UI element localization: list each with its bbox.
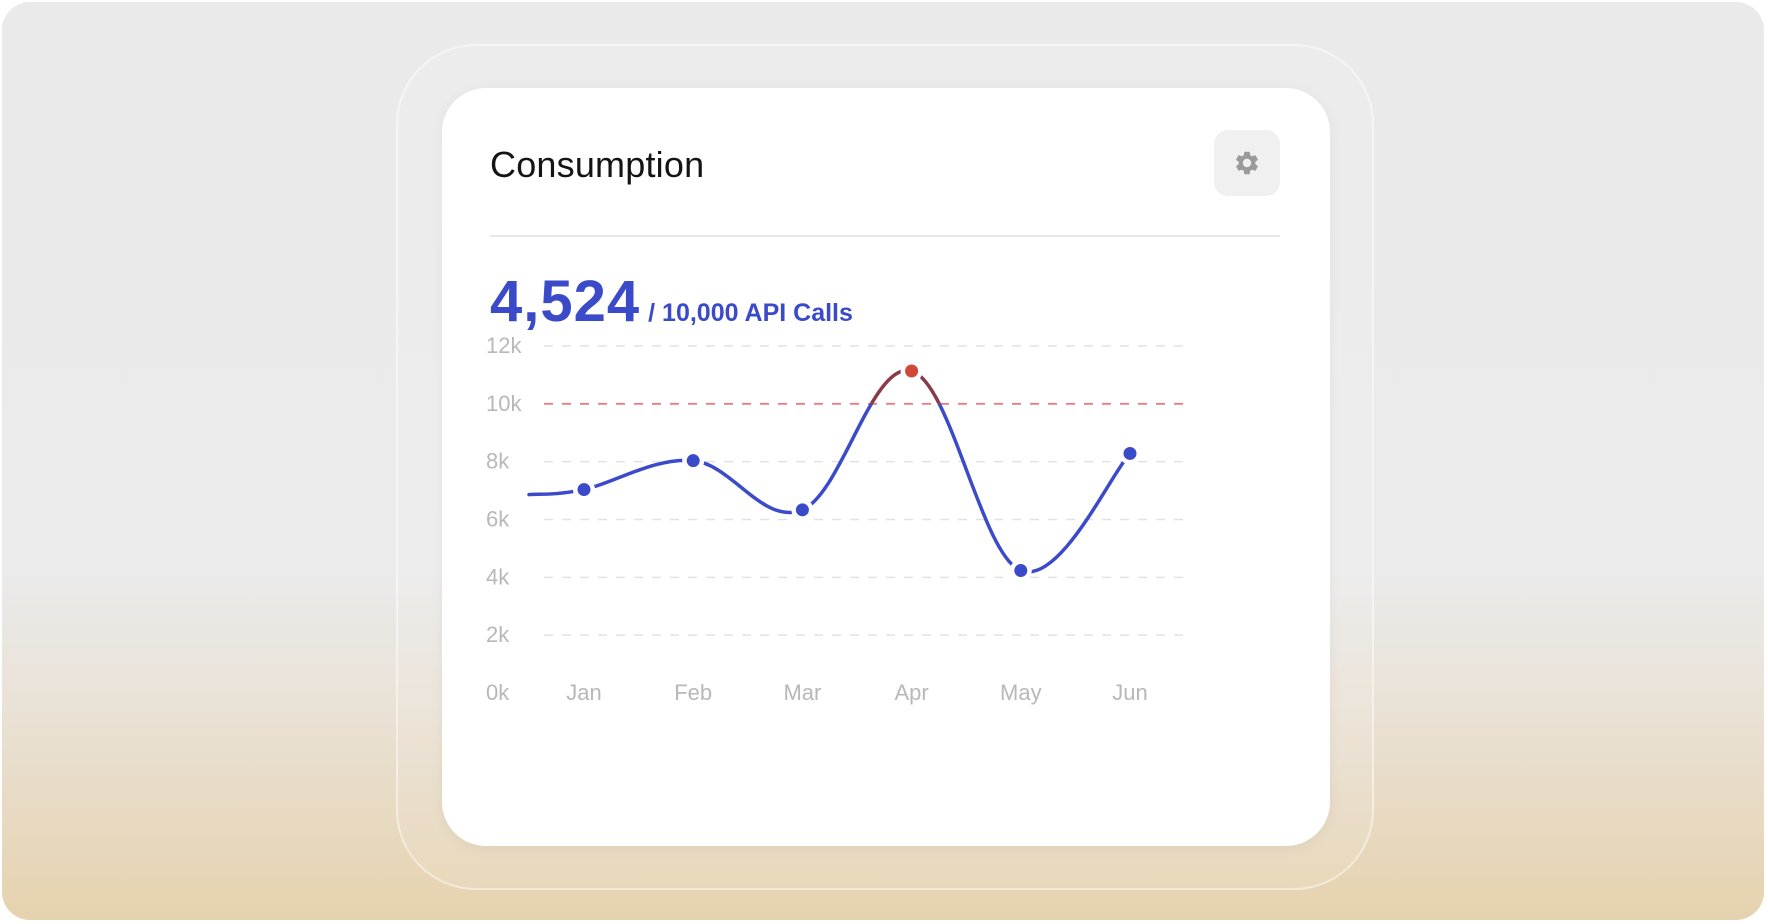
x-tick-label: Apr [894,680,928,705]
y-tick-label: 4k [486,564,510,589]
card-title: Consumption [490,144,705,185]
x-tick-label: May [1000,680,1042,705]
usage-summary: 4,524/ 10,000 API Calls [490,268,853,335]
data-point [577,483,591,497]
grid-lines [544,345,1184,636]
data-points [573,360,1141,582]
y-tick-label: 6k [486,507,510,532]
header-divider [490,235,1280,237]
data-point [905,364,919,378]
usage-limit: / 10,000 API Calls [648,299,853,327]
x-axis-ticks: Jan Feb Mar Apr May Jun [566,680,1147,705]
x-tick-label: Jan [566,680,601,705]
x-tick-label: Jun [1112,680,1147,705]
series-path-over-limit [869,368,942,404]
y-axis-ticks: 0k 2k 4k 6k 8k 10k 12k [486,333,522,705]
y-tick-label: 8k [486,449,510,474]
data-point [1123,446,1137,460]
x-tick-label: Feb [674,680,712,705]
consumption-card: Consumption 4,524/ 10,000 API Calls 0k 2k… [442,88,1330,846]
consumption-line-chart: 0k 2k 4k 6k 8k 10k 12k Jan Feb Mar Apr May Jun [486,333,1184,705]
data-point [795,503,809,517]
settings-button[interactable] [1214,130,1280,196]
series-line [527,368,1132,574]
y-tick-label: 10k [486,391,522,416]
y-tick-label: 2k [486,622,510,647]
y-tick-label: 0k [486,680,510,705]
data-point [686,454,700,468]
data-point [1014,564,1028,578]
x-tick-label: Mar [783,680,821,705]
y-tick-label: 12k [486,333,522,358]
usage-value: 4,524 [490,269,641,334]
gear-icon [1236,151,1258,175]
series-path [527,403,1132,574]
